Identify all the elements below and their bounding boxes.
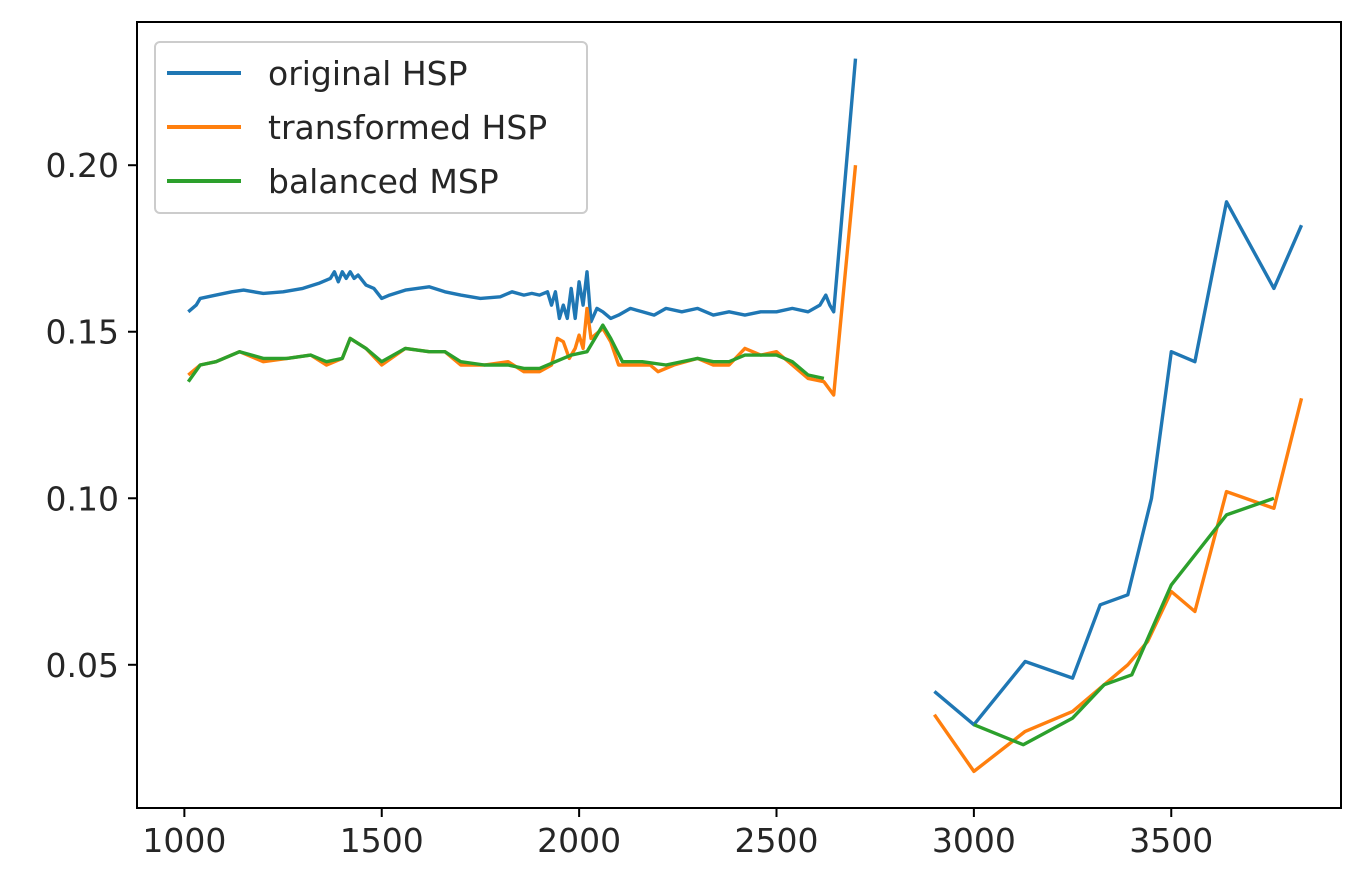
legend: original HSP transformed HSP balanced MSP [154,41,588,214]
x-tick-label: 3500 [1129,821,1213,860]
x-tick-label: 3000 [932,821,1016,860]
series-line-2-segment-0 [186,323,825,383]
series-line-2-segment-1 [973,496,1275,747]
series-lines [186,58,1304,774]
axes: 1000 1500 2000 2500 3000 3500 0.05 0.10 0.15 0.20 [46,21,1342,860]
series-line-0-segment-1 [933,200,1304,727]
x-tick-label: 1500 [340,821,424,860]
y-tick-label: 0.20 [46,146,119,185]
y-tick-label: 0.15 [46,313,119,352]
plot-frame [136,21,1342,809]
x-tick-label: 1000 [142,821,226,860]
legend-box [154,41,588,214]
series-line-1-segment-1 [933,397,1304,774]
series-line-0-segment-0 [187,58,858,324]
y-tick-label: 0.05 [46,646,119,685]
x-tick-label: 2000 [537,821,621,860]
legend-label-1: transformed HSP [268,108,547,147]
legend-label-0: original HSP [268,54,468,93]
legend-label-2: balanced MSP [268,162,499,201]
x-tick-label: 2500 [735,821,819,860]
y-tick-label: 0.10 [46,479,119,518]
